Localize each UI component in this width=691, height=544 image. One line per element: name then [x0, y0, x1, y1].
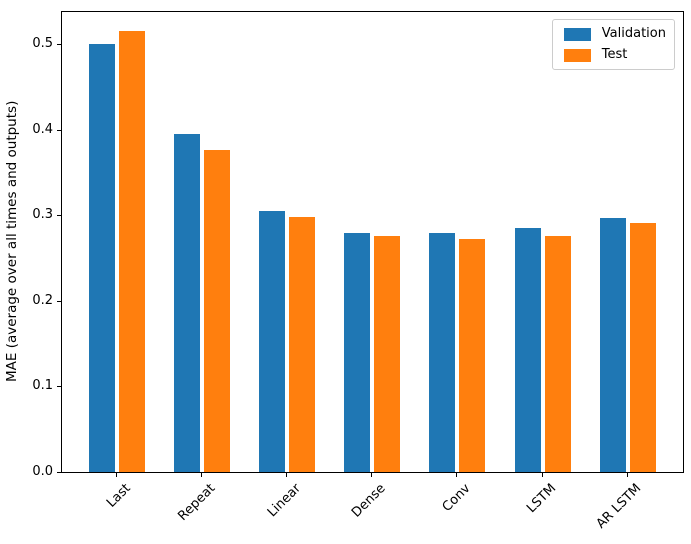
bar-test-last [119, 31, 145, 472]
test-color-swatch [563, 48, 591, 62]
x-tick [542, 473, 543, 477]
bar-validation-last [89, 44, 115, 472]
x-tick-label: Repeat [175, 481, 219, 524]
y-tick [57, 386, 61, 387]
y-tick [57, 215, 61, 216]
bar-test-repeat [204, 150, 230, 472]
y-tick-label: 0.2 [32, 293, 53, 308]
y-tick [57, 301, 61, 302]
y-tick-label: 0.1 [32, 378, 53, 393]
x-tick [201, 473, 202, 477]
bar-validation-ar-lstm [600, 218, 626, 472]
x-tick-label: Conv [439, 481, 474, 515]
legend-item-test: Test [563, 47, 666, 63]
validation-color-swatch [563, 27, 591, 41]
x-tick [371, 473, 372, 477]
x-tick [456, 473, 457, 477]
bar-validation-lstm [515, 228, 541, 472]
legend-label-test: Test [601, 47, 628, 62]
x-tick-label: Last [103, 481, 134, 511]
bar-validation-dense [344, 233, 370, 472]
legend-label-validation: Validation [601, 26, 666, 41]
y-tick [57, 472, 61, 473]
y-tick-label: 0.4 [32, 122, 53, 137]
x-tick-label: Linear [264, 481, 304, 521]
bar-validation-linear [259, 211, 285, 472]
y-tick [57, 130, 61, 131]
x-tick [286, 473, 287, 477]
bar-test-ar-lstm [630, 223, 656, 472]
x-tick-label: LSTM [524, 481, 560, 517]
bar-test-linear [289, 217, 315, 472]
x-tick [627, 473, 628, 477]
y-tick-label: 0.5 [32, 36, 53, 51]
bar-validation-repeat [174, 134, 200, 472]
bar-test-lstm [545, 236, 571, 472]
y-axis-label: MAE (average over all times and outputs) [4, 100, 20, 382]
y-tick-label: 0.3 [32, 207, 53, 222]
x-tick-label: Dense [348, 481, 389, 521]
bar-test-conv [459, 239, 485, 472]
plot-area [61, 11, 684, 473]
bar-test-dense [374, 236, 400, 472]
y-tick [57, 44, 61, 45]
x-tick-label: AR LSTM [593, 481, 645, 532]
y-tick-label: 0.0 [32, 464, 53, 479]
legend-item-validation: Validation [563, 26, 666, 42]
bar-validation-conv [429, 233, 455, 472]
legend: Validation Test [551, 19, 675, 70]
x-tick [116, 473, 117, 477]
